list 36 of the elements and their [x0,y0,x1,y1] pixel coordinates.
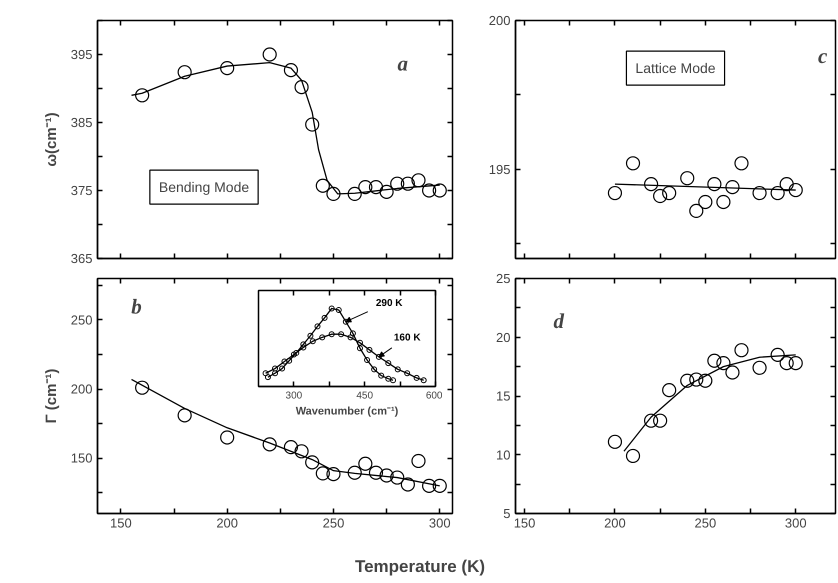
y-tick-label: 365 [70,251,93,266]
x-tick-label: 200 [604,516,626,530]
x-tick-label: 250 [694,516,716,530]
y-tick-label: 385 [70,115,93,130]
y-tick-label: 15 [496,388,511,404]
x-axis-title: Temperature (K) [354,556,486,576]
annotation: c [818,44,828,68]
annotation: Lattice Mode [635,60,716,76]
y-axis-title: Γ (cm⁻¹) [42,368,60,424]
x-tick-label: 600 [426,390,443,402]
x-tick-label: 300 [784,516,807,530]
y-tick-label: 20 [496,330,511,345]
x-tick-label: 150 [514,516,536,530]
x-tick-label: 450 [356,390,374,402]
x-tick-label: 200 [216,516,238,530]
x-tick-label: 150 [110,516,132,530]
y-tick-label: 375 [70,183,93,198]
x-tick-label: 300 [428,516,451,530]
annotation: Bending Mode [158,179,250,196]
y-tick-label: 250 [70,312,93,328]
y-tick-label: 195 [488,162,511,177]
y-axis-title: ω(cm⁻¹) [42,112,60,167]
series-label: 160 K [394,332,422,344]
annotation: a [398,51,408,76]
y-tick-label: 10 [496,447,511,462]
y-tick-label: 150 [70,450,93,466]
y-tick-label: 25 [496,271,511,286]
y-tick-label: 5 [503,506,511,521]
x-tick-label: 250 [322,516,344,530]
annotation: d [553,308,564,333]
legend-label: 290 K [376,298,404,310]
y-tick-label: 395 [70,47,93,62]
x-axis-title: Wavenumber (cm⁻¹) [296,406,399,418]
annotation: b [131,294,142,319]
x-tick-label: 300 [286,390,303,402]
y-tick-label: 200 [488,13,511,28]
